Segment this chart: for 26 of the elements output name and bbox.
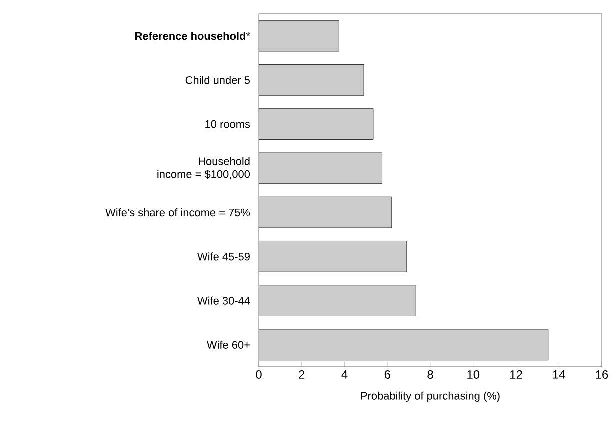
y-tick-label: Wife 45-59 bbox=[198, 252, 250, 261]
x-tick-label: 4 bbox=[342, 370, 348, 379]
x-tick-label: 8 bbox=[428, 370, 434, 379]
x-tick-label: 16 bbox=[596, 370, 608, 379]
y-tick-label: 10 rooms bbox=[206, 120, 250, 128]
bar bbox=[259, 241, 408, 272]
bar bbox=[259, 108, 374, 140]
y-tick-label: Wife 30-44 bbox=[198, 296, 250, 305]
x-tick-label: 6 bbox=[384, 370, 390, 379]
x-tick-label: 14 bbox=[553, 370, 566, 379]
y-tick-label: Wife's share of income = 75% bbox=[106, 208, 250, 217]
x-tick-label: 12 bbox=[510, 370, 522, 379]
x-tick-label: 0 bbox=[256, 370, 262, 379]
bar bbox=[259, 285, 416, 316]
y-tick-label: Wife 60+ bbox=[206, 340, 250, 349]
bar bbox=[259, 152, 382, 184]
bar bbox=[259, 64, 364, 96]
x-axis-title: Probability of purchasing (%) bbox=[361, 392, 500, 402]
bar bbox=[259, 329, 549, 361]
bar bbox=[259, 20, 340, 52]
y-tick-label: Child under 5 bbox=[186, 76, 250, 84]
y-tick-label: Household income = $100,000 bbox=[158, 157, 250, 180]
bar bbox=[259, 196, 392, 228]
y-tick-label: Reference household* bbox=[136, 32, 250, 40]
x-tick-label: 2 bbox=[299, 370, 305, 379]
x-tick-label: 10 bbox=[468, 370, 480, 379]
